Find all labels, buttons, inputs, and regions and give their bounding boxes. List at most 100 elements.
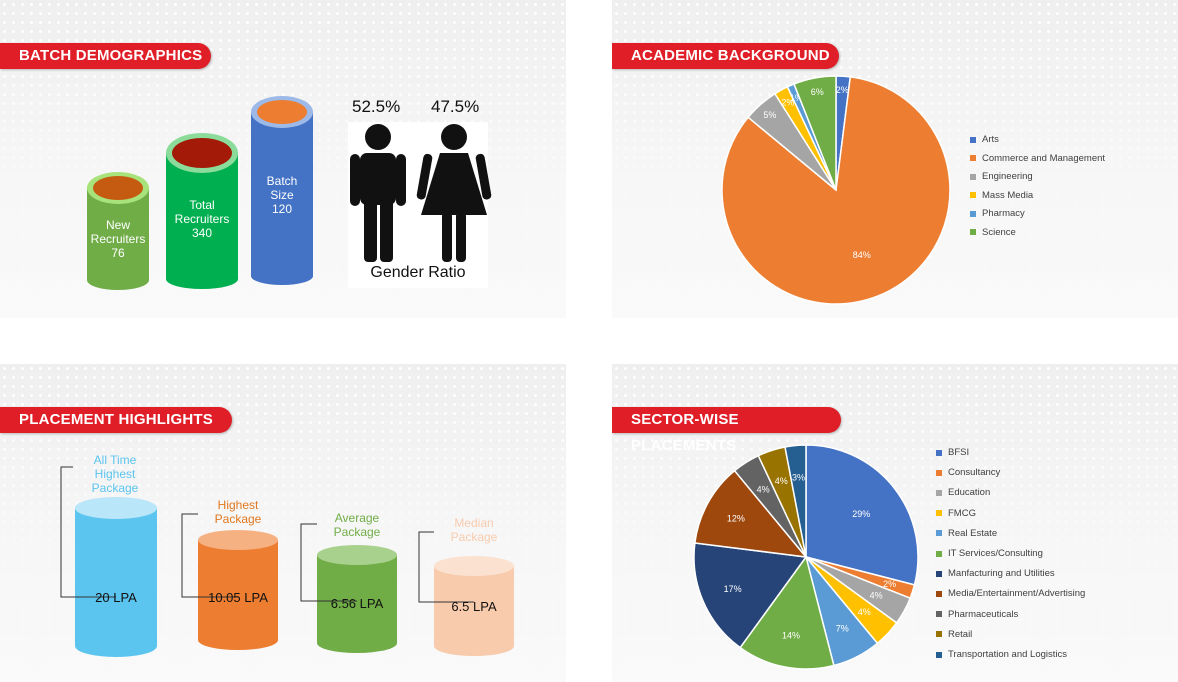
batch-cylinders (87, 96, 313, 290)
academic-legend-item: Arts (970, 134, 999, 145)
sector-legend-item: Real Estate (936, 528, 997, 539)
female-pct: 47.5% (431, 97, 480, 116)
sector-legend-swatch (936, 449, 942, 456)
placement-highlights-panel: PLACEMENT HIGHLIGHTS All Time (0, 364, 566, 682)
total-recruiters-line2: Recruiters (174, 212, 230, 226)
batch-size-line1: Batch (266, 174, 298, 188)
academic-legend-label: Arts (982, 134, 999, 145)
all-time-highest-value: 20 LPA (95, 590, 137, 605)
sector-legend-item: Retail (936, 629, 972, 640)
academic-legend-swatch (970, 229, 976, 235)
sector-legend-swatch (936, 631, 942, 638)
cylinder-new-recruiters (87, 172, 149, 290)
sector-legend-swatch (936, 550, 942, 557)
new-recruiters-label: New Recruiters 76 (83, 218, 153, 260)
batch-size-line2: Size (270, 188, 294, 202)
sector-label-7: 12% (727, 513, 745, 523)
sector-legend-swatch (936, 530, 942, 537)
average-value: 6.56 LPA (330, 596, 384, 611)
highest-line1: Highest (217, 498, 259, 512)
sector-legend-item: IT Services/Consulting (936, 548, 1043, 559)
sector-legend-label: Consultancy (948, 467, 1001, 479)
academic-slice-5 (793, 75, 837, 191)
all-time-highest-line1: All Time (93, 453, 137, 467)
sector-label-3: 4% (858, 607, 871, 617)
academic-background-panel: ACADEMIC BACKGROUND 2% 84% 5% 2% 1% 6% Arts Co… (612, 0, 1178, 318)
average-line1: Average (334, 511, 380, 525)
sector-legend-swatch (936, 651, 942, 658)
new-recruiters-line2: Recruiters (90, 232, 146, 246)
academic-legend-label: Commerce and Management (982, 152, 1106, 164)
sector-wise-title: SECTOR-WISE PLACEMENTS (612, 407, 841, 454)
median-label: Median Package (439, 516, 509, 544)
batch-demographics-panel: BATCH DEMOGRAPHICS New Recruiters 76 T (0, 0, 566, 318)
academic-legend-swatch (970, 136, 976, 143)
sector-legend-swatch (936, 611, 942, 618)
academic-legend-item: Pharmacy (970, 208, 1025, 219)
academic-label-5: 6% (811, 87, 824, 97)
male-icon (350, 124, 406, 262)
sector-legend-label: Real Estate (948, 527, 998, 539)
academic-legend-label: Pharmacy (982, 208, 1025, 219)
sector-legend: BFSI Consultancy Education FMCG Real Estate I… (936, 447, 1166, 667)
academic-pie-chart: 2%84%5%2%1%6% (721, 75, 951, 305)
sector-label-10: 3% (792, 472, 805, 482)
cylinder-all-time-highest (60, 466, 157, 657)
sector-slice-6 (693, 542, 808, 649)
academic-legend: Arts Commerce and Management Engineering Ma… (970, 134, 1170, 244)
sector-legend-item: Consultancy (936, 467, 1000, 478)
cylinder-average (300, 523, 397, 653)
sector-slice-5 (739, 555, 835, 670)
sector-legend-item: BFSI (936, 447, 969, 458)
average-line2: Package (333, 525, 381, 539)
academic-label-3: 2% (781, 97, 794, 107)
total-recruiters-value: 340 (191, 226, 213, 240)
academic-label-1: 84% (853, 250, 871, 260)
sector-slice-10 (784, 444, 807, 558)
sector-legend-label: BFSI (948, 447, 970, 458)
female-icon (416, 124, 492, 262)
placement-highlights-title: PLACEMENT HIGHLIGHTS (0, 407, 232, 433)
median-line2: Package (450, 530, 498, 544)
academic-legend-item: Science (970, 227, 1016, 238)
new-recruiters-value: 76 (111, 246, 125, 260)
sector-legend-swatch (936, 510, 942, 517)
cylinder-highest (181, 513, 278, 650)
all-time-highest-line2: Highest (94, 467, 136, 481)
sector-label-1: 2% (883, 579, 896, 589)
average-label: Average Package (322, 511, 392, 539)
academic-legend-swatch (970, 210, 976, 217)
sector-label-5: 14% (782, 631, 800, 641)
placement-cylinders (60, 466, 514, 657)
highest-value: 10.05 LPA (208, 590, 268, 605)
sector-legend-label: Pharmaceuticals (948, 608, 1019, 620)
academic-legend-item: Engineering (970, 171, 1033, 182)
academic-label-2: 5% (763, 110, 776, 120)
academic-legend-swatch (970, 173, 976, 180)
sector-label-9: 4% (775, 476, 788, 486)
sector-pie-chart: 29%2%4%4%7%14%17%12%4%4% 3% (693, 444, 919, 670)
academic-background-title: ACADEMIC BACKGROUND (612, 43, 839, 69)
academic-legend-label: Engineering (982, 171, 1033, 182)
academic-slice-1 (721, 76, 951, 305)
sector-label-2: 4% (870, 591, 883, 601)
academic-legend-swatch (970, 192, 976, 198)
median-line1: Median (454, 516, 494, 530)
median-value: 6.5 LPA (451, 599, 497, 614)
sector-slice-0 (805, 444, 919, 586)
sector-legend-label: FMCG (948, 507, 976, 519)
sector-legend-label: Media/Entertainment/Advertising (948, 588, 1086, 600)
highest-label: Highest Package (203, 498, 273, 526)
cylinder-median (418, 531, 514, 656)
sector-legend-label: Retail (948, 628, 973, 640)
sector-legend-label: Transportation and Logistics (948, 649, 1067, 660)
sector-legend-item: Pharmaceuticals (936, 609, 1018, 620)
sector-label-0: 29% (852, 509, 870, 519)
sector-legend-label: Education (948, 487, 991, 499)
academic-label-4: 1% (790, 93, 803, 103)
gender-figures (350, 124, 492, 262)
sector-legend-item: Education (936, 487, 990, 498)
total-recruiters-line1: Total (189, 198, 215, 212)
batch-size-value: 120 (271, 202, 293, 216)
academic-legend-swatch (970, 155, 976, 161)
